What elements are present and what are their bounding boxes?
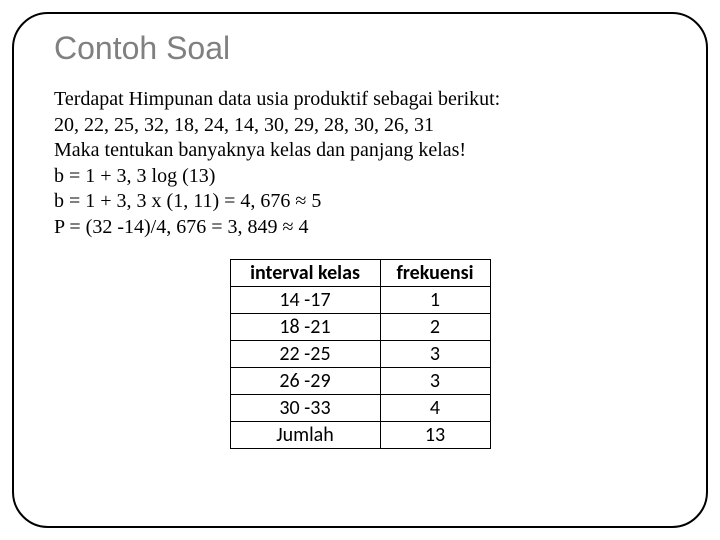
table-row: 22 -25 3 xyxy=(230,340,490,367)
line-2: 20, 22, 25, 32, 18, 24, 14, 30, 29, 28, … xyxy=(54,113,666,139)
header-frekuensi: frekuensi xyxy=(380,259,490,286)
table-row: 26 -29 3 xyxy=(230,367,490,394)
cell-interval: 30 -33 xyxy=(230,394,380,421)
body-text: Terdapat Himpunan data usia produktif se… xyxy=(54,87,666,241)
cell-interval: 22 -25 xyxy=(230,340,380,367)
cell-freq: 3 xyxy=(380,367,490,394)
cell-freq: 1 xyxy=(380,286,490,313)
line-4: b = 1 + 3, 3 log (13) xyxy=(54,164,666,190)
cell-freq: 2 xyxy=(380,313,490,340)
table-row: 14 -17 1 xyxy=(230,286,490,313)
cell-interval: 18 -21 xyxy=(230,313,380,340)
table-row: Jumlah 13 xyxy=(230,421,490,448)
cell-interval: 26 -29 xyxy=(230,367,380,394)
table-row: 30 -33 4 xyxy=(230,394,490,421)
header-interval: interval kelas xyxy=(230,259,380,286)
cell-interval: Jumlah xyxy=(230,421,380,448)
line-1: Terdapat Himpunan data usia produktif se… xyxy=(54,87,666,113)
frequency-table-wrap: interval kelas frekuensi 14 -17 1 18 -21… xyxy=(54,259,666,449)
table-row: 18 -21 2 xyxy=(230,313,490,340)
page-title: Contoh Soal xyxy=(54,30,666,67)
line-5: b = 1 + 3, 3 x (1, 11) = 4, 676 ≈ 5 xyxy=(54,189,666,215)
line-3: Maka tentukan banyaknya kelas dan panjan… xyxy=(54,138,666,164)
cell-interval: 14 -17 xyxy=(230,286,380,313)
frequency-table: interval kelas frekuensi 14 -17 1 18 -21… xyxy=(230,259,491,449)
slide-content: Contoh Soal Terdapat Himpunan data usia … xyxy=(54,30,666,449)
cell-freq: 13 xyxy=(380,421,490,448)
line-6: P = (32 -14)/4, 676 = 3, 849 ≈ 4 xyxy=(54,215,666,241)
cell-freq: 4 xyxy=(380,394,490,421)
cell-freq: 3 xyxy=(380,340,490,367)
table-header-row: interval kelas frekuensi xyxy=(230,259,490,286)
